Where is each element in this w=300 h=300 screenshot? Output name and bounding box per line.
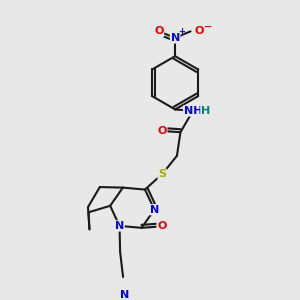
Text: O: O [158, 126, 167, 136]
Text: O: O [194, 26, 203, 36]
Text: NH: NH [184, 106, 202, 116]
Text: N: N [120, 290, 129, 300]
Text: N: N [170, 33, 180, 43]
Text: S: S [158, 169, 166, 179]
Text: H: H [201, 106, 210, 116]
Text: N: N [115, 221, 124, 231]
Text: −: − [204, 22, 212, 32]
Text: O: O [157, 221, 166, 231]
Text: O: O [154, 26, 164, 36]
Text: N: N [150, 205, 159, 215]
Text: +: + [178, 27, 185, 36]
